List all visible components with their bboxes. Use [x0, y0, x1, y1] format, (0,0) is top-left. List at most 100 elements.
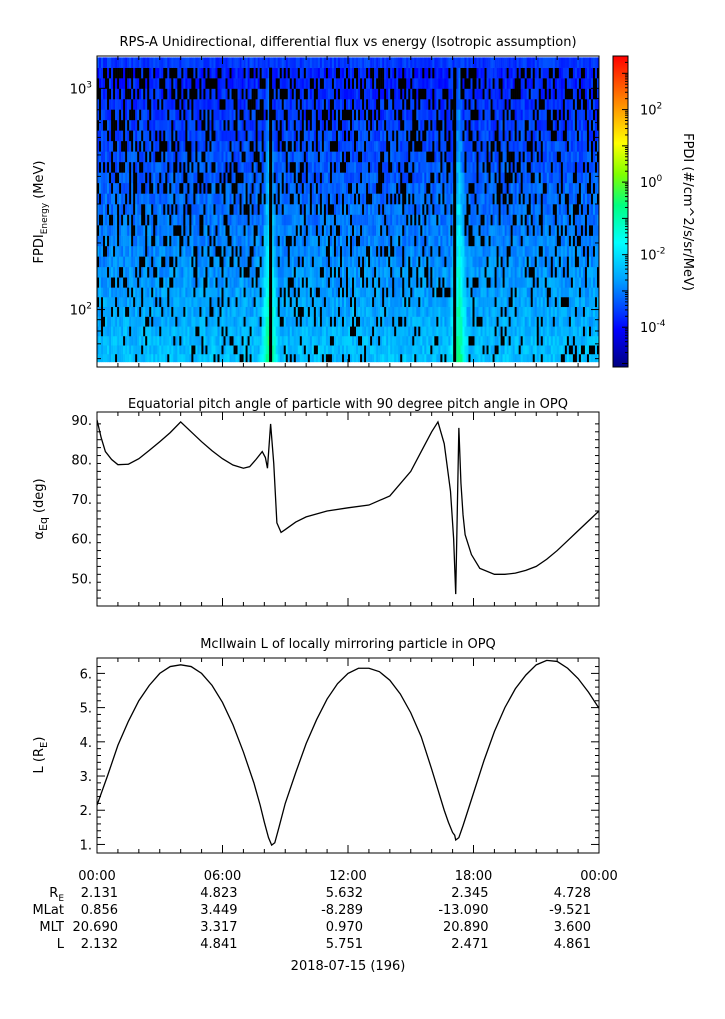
- heatmap-cell: [221, 245, 224, 257]
- heatmap-cell: [362, 235, 365, 247]
- heatmap-cell: [406, 98, 409, 110]
- heatmap-cell: [412, 88, 415, 100]
- heatmap-cell: [263, 245, 266, 257]
- heatmap-cell: [325, 353, 329, 363]
- heatmap-cell: [352, 182, 355, 194]
- heatmap-cell: [263, 98, 266, 110]
- heatmap-cell: [356, 214, 359, 226]
- heatmap-cell: [127, 306, 130, 317]
- heatmap-cell: [295, 172, 299, 184]
- heatmap-cell: [123, 326, 126, 337]
- heatmap-cell: [237, 130, 240, 142]
- heatmap-cell: [386, 130, 389, 142]
- heatmap-cell: [249, 306, 252, 317]
- heatmap-cell: [141, 172, 144, 184]
- heatmap-cell: [203, 98, 206, 110]
- heatmap-cell: [135, 353, 138, 363]
- heatmap-cell: [175, 296, 178, 308]
- heatmap-cell: [205, 353, 208, 363]
- heatmap-cell: [255, 119, 258, 131]
- heatmap-cell: [209, 78, 212, 89]
- heatmap-cell: [189, 172, 192, 184]
- heatmap-cell: [167, 182, 170, 194]
- heatmap-cell: [394, 326, 397, 337]
- heatmap-cell: [271, 266, 275, 278]
- heatmap-cell: [163, 266, 166, 278]
- heatmap-cell: [105, 119, 108, 131]
- heatmap-cell: [362, 130, 365, 142]
- heatmap-cell: [297, 98, 301, 110]
- heatmap-cell: [299, 335, 303, 346]
- heatmap-cell: [360, 161, 363, 173]
- heatmap-cell: [229, 151, 232, 163]
- heatmap-cell: [265, 130, 268, 142]
- heatmap-cell: [189, 140, 192, 152]
- heatmap-cell: [143, 277, 146, 288]
- heatmap-cell: [376, 204, 379, 215]
- heatmap-cell: [157, 306, 160, 317]
- heatmap-cell: [101, 235, 104, 247]
- heatmap-cell: [131, 172, 134, 184]
- heatmap-cell: [378, 119, 381, 131]
- heatmap-cell: [213, 245, 216, 257]
- heatmap-cell: [281, 151, 285, 163]
- heatmap-cell: [155, 326, 158, 337]
- heatmap-cell: [273, 130, 277, 142]
- heatmap-cell: [165, 214, 168, 226]
- heatmap-cell: [265, 172, 268, 184]
- heatmap-cell: [424, 57, 427, 68]
- heatmap-cell: [303, 353, 307, 363]
- heatmap-cell: [265, 287, 268, 298]
- heatmap-cell: [189, 182, 192, 194]
- heatmap-cell: [337, 161, 341, 173]
- heatmap-cell: [157, 98, 160, 110]
- heatmap-cell: [283, 119, 287, 131]
- heatmap-cell: [343, 256, 347, 268]
- heatmap-cell: [400, 235, 403, 247]
- heatmap-cell: [167, 161, 170, 173]
- heatmap-cell: [111, 245, 114, 257]
- heatmap-cell: [231, 306, 234, 317]
- heatmap-cell: [420, 287, 423, 298]
- heatmap-cell: [323, 245, 327, 257]
- heatmap-cell: [263, 277, 266, 288]
- heatmap-cell: [311, 214, 315, 226]
- heatmap-cell: [255, 245, 258, 257]
- heatmap-cell: [404, 353, 407, 363]
- heatmap-cell: [183, 235, 186, 247]
- heatmap-cell: [273, 335, 277, 346]
- heatmap-cell: [319, 88, 323, 100]
- heatmap-cell: [426, 57, 429, 68]
- heatmap-cell: [249, 316, 252, 327]
- heatmap-cell: [249, 193, 252, 205]
- heatmap-cell: [235, 345, 238, 355]
- heatmap-cell: [213, 353, 216, 363]
- heatmap-cell: [337, 245, 341, 257]
- heatmap-cell: [309, 326, 313, 337]
- heatmap-cell: [406, 287, 409, 298]
- heatmap-cell: [191, 277, 194, 288]
- heatmap-cell: [402, 256, 405, 268]
- heatmap-cell: [311, 335, 315, 346]
- heatmap-cell: [350, 88, 353, 100]
- heatmap-cell: [117, 88, 120, 100]
- heatmap-cell: [247, 119, 250, 131]
- heatmap-cell: [207, 345, 210, 355]
- heatmap-cell: [243, 98, 246, 110]
- heatmap-cell: [159, 161, 162, 173]
- heatmap-cell: [101, 326, 104, 337]
- heatmap-cell: [402, 316, 405, 327]
- heatmap-cell: [153, 277, 156, 288]
- heatmap-cell: [245, 98, 248, 110]
- heatmap-cell: [235, 266, 238, 278]
- heatmap-cell: [329, 140, 333, 152]
- heatmap-cell: [352, 78, 355, 89]
- heatmap-cell: [193, 193, 196, 205]
- heatmap-cell: [404, 172, 407, 184]
- heatmap-cell: [187, 245, 190, 257]
- heatmap-cell: [360, 172, 363, 184]
- heatmap-cell: [339, 204, 343, 215]
- heatmap-cell: [273, 140, 277, 152]
- heatmap-cell: [412, 245, 415, 257]
- heatmap-cell: [187, 353, 190, 363]
